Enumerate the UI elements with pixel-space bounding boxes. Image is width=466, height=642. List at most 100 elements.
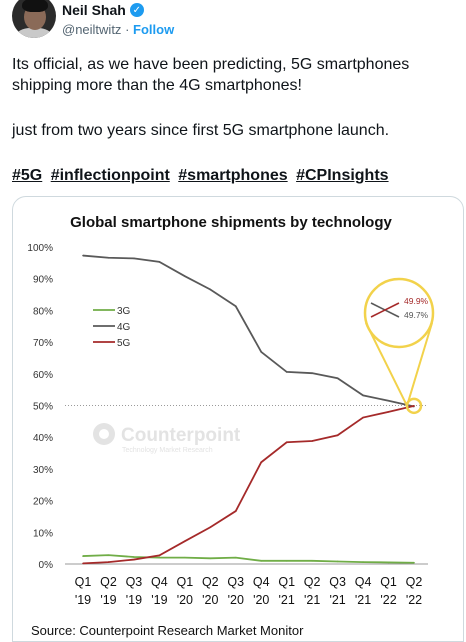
callout-label-4g: 49.7% <box>404 310 429 320</box>
tweet-line-1: Its official, as we have been predicting… <box>12 56 410 94</box>
data-point-3g <box>387 561 390 564</box>
data-point-4g <box>260 351 263 353</box>
hashtag-cpinsights[interactable]: #CPInsights <box>296 167 389 184</box>
tweet-text: Its official, as we have been predicting… <box>12 54 452 96</box>
x-tick-label-quarter: Q3 <box>227 575 244 589</box>
data-point-5g <box>82 562 84 565</box>
data-point-4g <box>234 305 237 308</box>
y-tick-label: 70% <box>33 338 53 349</box>
series-line-3g <box>82 554 415 564</box>
legend-label-5g: 5G <box>117 338 131 349</box>
chart-source: Source: Counterpoint Research Market Mon… <box>31 623 304 638</box>
x-tick-label-year: '21 <box>329 593 345 607</box>
x-tick-label-year: '20 <box>253 593 269 607</box>
series-line-4g <box>82 254 415 408</box>
x-tick-label-quarter: Q2 <box>304 575 321 589</box>
data-point-3g <box>260 560 263 562</box>
data-point-4g <box>158 261 161 263</box>
y-tick-label: 100% <box>27 243 53 254</box>
data-point-3g <box>82 555 84 557</box>
data-point-5g <box>133 558 135 561</box>
author-name[interactable]: Neil Shah <box>62 2 126 18</box>
data-point-5g <box>413 405 415 407</box>
data-point-4g <box>209 288 212 291</box>
y-tick-label: 60% <box>33 370 53 381</box>
x-tick-label-quarter: Q1 <box>177 575 194 589</box>
x-tick-label-year: '19 <box>75 593 91 607</box>
data-point-5g <box>336 434 339 437</box>
x-tick-label-quarter: Q1 <box>278 575 295 589</box>
data-point-4g <box>82 254 84 257</box>
x-tick-label-year: '21 <box>279 593 295 607</box>
data-point-5g <box>285 441 288 444</box>
y-tick-label: 0% <box>39 560 54 571</box>
x-tick-label-year: '19 <box>100 593 116 607</box>
x-tick-label-quarter: Q4 <box>253 575 270 589</box>
x-tick-label-quarter: Q4 <box>355 575 372 589</box>
data-point-3g <box>336 560 339 563</box>
data-point-5g <box>209 526 212 529</box>
data-point-3g <box>107 554 110 556</box>
x-tick-label-year: '22 <box>406 593 422 607</box>
hashtag-smartphones[interactable]: #smartphones <box>178 167 288 184</box>
data-point-3g <box>184 556 186 559</box>
y-tick-label: 30% <box>33 465 53 476</box>
hashtag-inflectionpoint[interactable]: #inflectionpoint <box>50 167 170 184</box>
legend-label-4g: 4G <box>117 322 131 333</box>
data-point-3g <box>311 560 313 562</box>
chart-title: Global smartphone shipments by technolog… <box>70 214 392 231</box>
x-tick-label-quarter: Q2 <box>202 575 219 589</box>
x-tick-label-quarter: Q1 <box>75 575 92 589</box>
y-tick-label: 40% <box>33 433 53 444</box>
data-point-3g <box>133 556 135 558</box>
data-point-3g <box>413 561 415 564</box>
avatar[interactable] <box>12 0 56 38</box>
x-tick-label-year: '22 <box>380 593 396 607</box>
chart-image-card[interactable]: Global smartphone shipments by technolog… <box>12 196 464 642</box>
y-tick-label: 20% <box>33 497 53 508</box>
data-point-4g <box>133 257 135 260</box>
data-point-5g <box>311 440 313 442</box>
tweet-line-2: just from two years since first 5G smart… <box>12 122 390 139</box>
data-point-4g <box>336 377 339 380</box>
author-handle[interactable]: @neiltwitz <box>62 22 122 37</box>
x-tick-label-year: '21 <box>304 593 320 607</box>
watermark-brand: Counterpoint <box>121 425 241 446</box>
data-point-3g <box>285 560 288 562</box>
data-point-5g <box>234 510 237 512</box>
y-tick-label: 50% <box>33 402 53 413</box>
watermark-tagline: Technology Market Research <box>122 447 213 454</box>
author-name-row[interactable]: Neil Shah ✓ <box>62 2 144 18</box>
tweet-header: Neil Shah ✓ @neiltwitz · Follow <box>0 0 466 46</box>
data-point-3g <box>234 556 237 559</box>
y-tick-label: 90% <box>33 275 53 286</box>
data-point-5g <box>362 416 364 419</box>
callout-small-ring <box>405 397 423 415</box>
data-point-3g <box>362 561 364 563</box>
data-point-4g <box>285 371 288 373</box>
verified-badge-icon: ✓ <box>129 3 144 17</box>
data-point-5g <box>260 461 263 464</box>
follow-button[interactable]: Follow <box>133 22 175 37</box>
x-tick-label-year: '21 <box>355 593 371 607</box>
y-tick-label: 80% <box>33 306 53 317</box>
data-point-3g <box>158 556 161 559</box>
data-point-3g <box>209 557 212 560</box>
x-tick-label-year: '20 <box>228 593 244 607</box>
x-tick-label-quarter: Q4 <box>151 575 168 589</box>
data-point-5g <box>387 411 390 413</box>
y-tick-label: 10% <box>33 528 53 539</box>
shipments-chart: Global smartphone shipments by technolog… <box>27 214 435 638</box>
hashtags: #5G #inflectionpoint #smartphones #CPIns… <box>12 167 393 185</box>
data-point-4g <box>387 399 390 402</box>
data-point-5g <box>107 561 110 563</box>
x-tick-label-quarter: Q1 <box>380 575 397 589</box>
x-tick-label-year: '20 <box>177 593 193 607</box>
author-handle-row: @neiltwitz · Follow <box>62 22 174 37</box>
hashtag-5g[interactable]: #5G <box>12 167 43 184</box>
data-point-4g <box>107 256 110 259</box>
callout-5g-segment <box>370 302 400 318</box>
data-point-4g <box>311 372 313 374</box>
separator-dot: · <box>125 22 130 37</box>
data-point-4g <box>184 275 186 277</box>
